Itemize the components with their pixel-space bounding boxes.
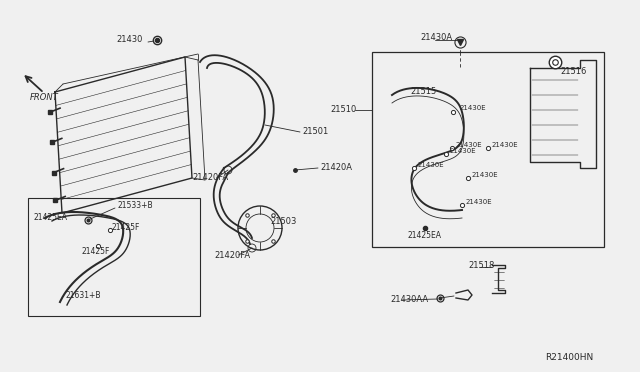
- Text: 21430E: 21430E: [492, 142, 518, 148]
- Text: 21503: 21503: [270, 218, 296, 227]
- Text: 21425EA: 21425EA: [408, 231, 442, 240]
- Text: 21430E: 21430E: [472, 172, 499, 178]
- Text: 21425F: 21425F: [82, 247, 110, 257]
- Text: 21430E: 21430E: [456, 142, 483, 148]
- Text: 21430E: 21430E: [450, 148, 477, 154]
- Text: 21501: 21501: [302, 126, 328, 135]
- Text: 21430: 21430: [116, 35, 142, 45]
- Text: 21510: 21510: [330, 106, 356, 115]
- Text: 21515: 21515: [410, 87, 436, 96]
- Text: 21430E: 21430E: [418, 162, 445, 168]
- Text: 21533+B: 21533+B: [117, 202, 152, 211]
- Text: 21425F: 21425F: [112, 224, 140, 232]
- Text: 21430E: 21430E: [460, 105, 486, 111]
- Text: 21518: 21518: [468, 260, 494, 269]
- Bar: [372, 52, 604, 247]
- Text: 21420A: 21420A: [320, 163, 352, 171]
- Text: 21631+B: 21631+B: [65, 291, 100, 299]
- Text: 21430A: 21430A: [420, 33, 452, 42]
- Text: 21425EA: 21425EA: [34, 212, 68, 221]
- Text: 21516: 21516: [560, 67, 586, 77]
- Text: 21420FA: 21420FA: [214, 250, 250, 260]
- Text: 21430E: 21430E: [466, 199, 493, 205]
- Text: 21420FA: 21420FA: [192, 173, 228, 183]
- Text: FRONT: FRONT: [30, 93, 59, 102]
- Text: 21430AA: 21430AA: [390, 295, 428, 305]
- Bar: [28, 198, 200, 316]
- Text: R21400HN: R21400HN: [545, 353, 593, 362]
